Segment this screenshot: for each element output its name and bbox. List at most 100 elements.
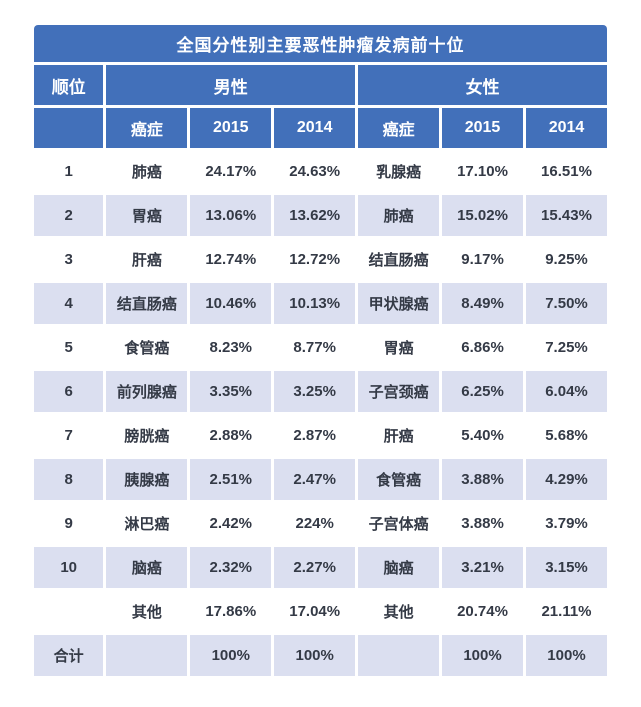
male-2014-cell: 2.27%	[274, 547, 356, 588]
table-row: 3 肝癌 12.74% 12.72% 结直肠癌 9.17% 9.25%	[34, 239, 607, 280]
table-row: 5 食管癌 8.23% 8.77% 胃癌 6.86% 7.25%	[34, 327, 607, 368]
female-2014-cell: 7.50%	[525, 283, 607, 324]
male-cancer-cell: 膀胱癌	[106, 415, 188, 456]
female-2014-cell: 16.51%	[525, 151, 607, 192]
female-2015-cell: 17.10%	[442, 151, 523, 192]
rank-cell: 3	[34, 239, 104, 280]
male-2015-cell: 17.86%	[190, 591, 272, 632]
female-2014-cell: 4.29%	[525, 459, 607, 500]
male-2015-cell: 2.88%	[190, 415, 272, 456]
female-2014-cell: 21.11%	[525, 591, 607, 632]
male-2014-cell: 8.77%	[274, 327, 356, 368]
female-2015-cell: 6.25%	[442, 371, 523, 412]
male-2015-cell: 2.32%	[190, 547, 272, 588]
female-2014-cell: 100%	[525, 635, 607, 676]
male-2015-cell: 10.46%	[190, 283, 272, 324]
female-2015-cell: 8.49%	[442, 283, 523, 324]
rank-cell: 2	[34, 195, 104, 236]
table-title: 全国分性别主要恶性肿瘤发病前十位	[34, 25, 607, 62]
table-row-total: 合计 100% 100% 100% 100%	[34, 635, 607, 676]
rank-cell: 9	[34, 503, 104, 544]
female-cancer-cell: 子宫颈癌	[358, 371, 440, 412]
rank-cell: 10	[34, 547, 104, 588]
sub-header-row: 癌症 2015 2014 癌症 2015 2014	[34, 108, 607, 148]
header-female-cancer: 癌症	[358, 108, 440, 148]
male-cancer-cell: 脑癌	[106, 547, 188, 588]
rank-cell: 5	[34, 327, 104, 368]
male-cancer-cell: 食管癌	[106, 327, 188, 368]
male-cancer-cell: 肺癌	[106, 151, 188, 192]
female-2015-cell: 6.86%	[442, 327, 523, 368]
male-2014-cell: 2.47%	[274, 459, 356, 500]
male-2014-cell: 224%	[274, 503, 356, 544]
female-2014-cell: 3.79%	[525, 503, 607, 544]
female-cancer-cell: 其他	[358, 591, 440, 632]
table-row: 6 前列腺癌 3.35% 3.25% 子宫颈癌 6.25% 6.04%	[34, 371, 607, 412]
rank-cell: 7	[34, 415, 104, 456]
table-row: 4 结直肠癌 10.46% 10.13% 甲状腺癌 8.49% 7.50%	[34, 283, 607, 324]
header-rank-spacer	[34, 108, 104, 148]
male-2015-cell: 13.06%	[190, 195, 272, 236]
female-cancer-cell: 乳腺癌	[358, 151, 440, 192]
table-row: 7 膀胱癌 2.88% 2.87% 肝癌 5.40% 5.68%	[34, 415, 607, 456]
male-2015-cell: 8.23%	[190, 327, 272, 368]
header-female-2015: 2015	[442, 108, 523, 148]
female-cancer-cell: 结直肠癌	[358, 239, 440, 280]
female-2014-cell: 9.25%	[525, 239, 607, 280]
female-2015-cell: 3.88%	[442, 503, 523, 544]
male-cancer-cell: 胃癌	[106, 195, 188, 236]
female-2015-cell: 5.40%	[442, 415, 523, 456]
rank-cell	[34, 591, 104, 632]
header-female-2014: 2014	[525, 108, 607, 148]
female-cancer-cell: 肺癌	[358, 195, 440, 236]
female-cancer-cell: 肝癌	[358, 415, 440, 456]
male-cancer-cell: 其他	[106, 591, 188, 632]
male-2014-cell: 10.13%	[274, 283, 356, 324]
female-2015-cell: 15.02%	[442, 195, 523, 236]
female-2014-cell: 3.15%	[525, 547, 607, 588]
header-male-2015: 2015	[190, 108, 272, 148]
male-2015-cell: 3.35%	[190, 371, 272, 412]
cancer-incidence-table: 全国分性别主要恶性肿瘤发病前十位 顺位 男性 女性 癌症 2015 2014 癌…	[31, 22, 610, 679]
female-cancer-cell	[358, 635, 440, 676]
male-2014-cell: 2.87%	[274, 415, 356, 456]
female-2014-cell: 7.25%	[525, 327, 607, 368]
male-2015-cell: 12.74%	[190, 239, 272, 280]
table-row: 10 脑癌 2.32% 2.27% 脑癌 3.21% 3.15%	[34, 547, 607, 588]
male-2014-cell: 100%	[274, 635, 356, 676]
male-2014-cell: 24.63%	[274, 151, 356, 192]
table-row-other: 其他 17.86% 17.04% 其他 20.74% 21.11%	[34, 591, 607, 632]
table-row: 9 淋巴癌 2.42% 224% 子宫体癌 3.88% 3.79%	[34, 503, 607, 544]
header-male-cancer: 癌症	[106, 108, 188, 148]
male-2014-cell: 12.72%	[274, 239, 356, 280]
rank-cell: 1	[34, 151, 104, 192]
rank-cell: 6	[34, 371, 104, 412]
rank-cell: 8	[34, 459, 104, 500]
group-header-row: 顺位 男性 女性	[34, 65, 607, 105]
male-cancer-cell: 淋巴癌	[106, 503, 188, 544]
male-cancer-cell: 前列腺癌	[106, 371, 188, 412]
male-cancer-cell: 结直肠癌	[106, 283, 188, 324]
female-cancer-cell: 甲状腺癌	[358, 283, 440, 324]
male-2015-cell: 24.17%	[190, 151, 272, 192]
header-male-group: 男性	[106, 65, 356, 105]
header-male-2014: 2014	[274, 108, 356, 148]
female-2015-cell: 3.21%	[442, 547, 523, 588]
male-cancer-cell: 肝癌	[106, 239, 188, 280]
title-row: 全国分性别主要恶性肿瘤发病前十位	[34, 25, 607, 62]
table-row: 8 胰腺癌 2.51% 2.47% 食管癌 3.88% 4.29%	[34, 459, 607, 500]
male-2015-cell: 2.42%	[190, 503, 272, 544]
female-2015-cell: 9.17%	[442, 239, 523, 280]
female-cancer-cell: 食管癌	[358, 459, 440, 500]
male-cancer-cell	[106, 635, 188, 676]
female-2014-cell: 5.68%	[525, 415, 607, 456]
header-rank: 顺位	[34, 65, 104, 105]
female-2014-cell: 15.43%	[525, 195, 607, 236]
rank-cell: 合计	[34, 635, 104, 676]
table-row: 1 肺癌 24.17% 24.63% 乳腺癌 17.10% 16.51%	[34, 151, 607, 192]
female-cancer-cell: 子宫体癌	[358, 503, 440, 544]
rank-cell: 4	[34, 283, 104, 324]
male-2015-cell: 100%	[190, 635, 272, 676]
female-2015-cell: 100%	[442, 635, 523, 676]
